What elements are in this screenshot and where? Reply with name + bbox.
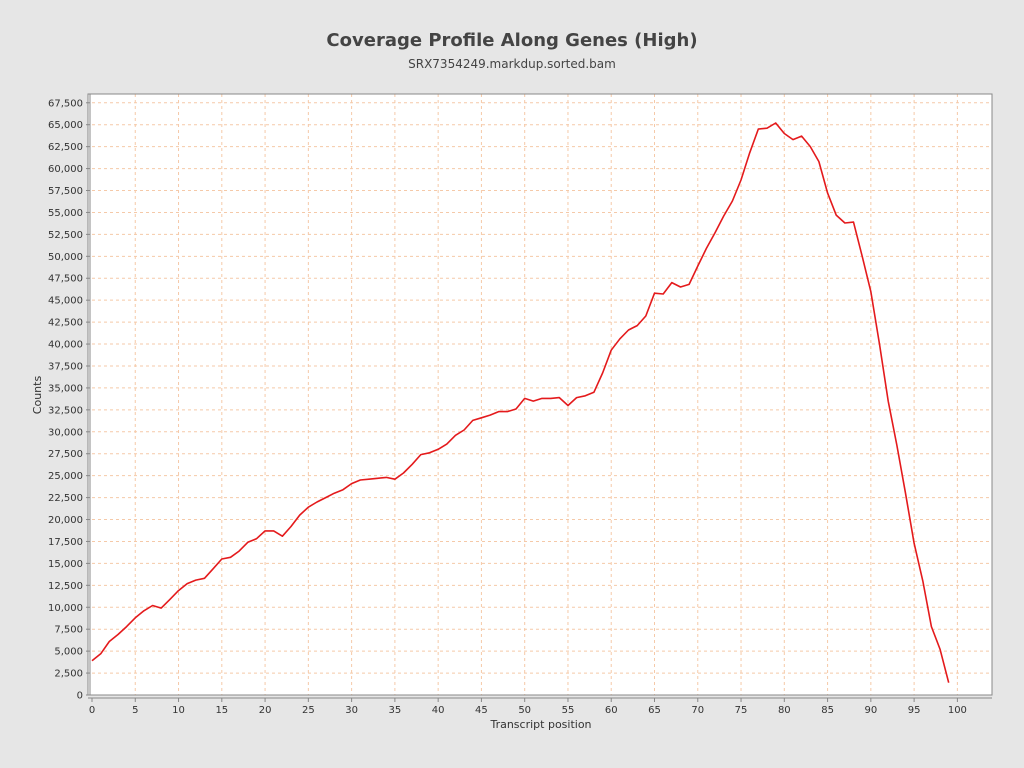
plot-background: [88, 94, 992, 695]
y-tick-label: 45,000: [48, 296, 83, 307]
y-tick-label: 62,500: [48, 142, 83, 153]
series-line: [91, 122, 950, 683]
plot-border: [87, 93, 993, 696]
series-layer: [91, 122, 950, 683]
x-tick-label: 50: [518, 705, 531, 716]
y-tick-label: 55,000: [48, 208, 83, 219]
x-tick-label: 75: [735, 705, 748, 716]
x-tick-label: 10: [172, 705, 185, 716]
x-tick-label: 55: [562, 705, 575, 716]
x-tick-label: 70: [691, 705, 704, 716]
x-tick-label: 35: [389, 705, 402, 716]
x-tick-label: 30: [345, 705, 358, 716]
y-tick-label: 5,000: [54, 647, 83, 658]
x-tick-label: 80: [778, 705, 791, 716]
y-tick-label: 2,500: [54, 669, 83, 680]
y-tick-label: 40,000: [48, 340, 83, 351]
y-tick-label: 7,500: [54, 625, 83, 636]
y-axis-ticks: 0 2,500 5,000 7,500 10,000 12,500 15,000 17,500…: [48, 98, 90, 702]
y-tick-label: 17,500: [48, 537, 83, 548]
x-tick-label: 20: [259, 705, 272, 716]
y-tick-label: 25,000: [48, 471, 83, 482]
x-axis-ticks: 0 5 10 15 20 25 30 35 40 45 50 55 60 65 70 75 80 85 90 95 10…: [89, 698, 967, 716]
y-tick-label: 47,500: [48, 274, 83, 285]
y-tick-label: 60,000: [48, 164, 83, 175]
y-tick-label: 32,500: [48, 405, 83, 416]
y-tick-label: 15,000: [48, 559, 83, 570]
chart-subtitle: SRX7354249.markdup.sorted.bam: [408, 57, 616, 71]
y-tick-label: 65,000: [48, 120, 83, 131]
y-tick-label: 35,000: [48, 383, 83, 394]
x-tick-label: 0: [89, 705, 95, 716]
x-tick-label: 95: [908, 705, 921, 716]
y-tick-label: 27,500: [48, 449, 83, 460]
y-tick-label: 10,000: [48, 603, 83, 614]
y-tick-label: 37,500: [48, 361, 83, 372]
y-tick-label: 12,500: [48, 581, 83, 592]
y-tick-label: 50,000: [48, 252, 83, 263]
x-tick-label: 100: [948, 705, 967, 716]
y-tick-label: 30,000: [48, 427, 83, 438]
y-axis-label: Counts: [31, 376, 44, 415]
y-tick-label: 0: [77, 691, 83, 702]
y-tick-label: 42,500: [48, 318, 83, 329]
x-tick-label: 65: [648, 705, 661, 716]
x-tick-label: 40: [432, 705, 445, 716]
y-tick-label: 52,500: [48, 230, 83, 241]
x-tick-label: 90: [864, 705, 877, 716]
y-tick-label: 57,500: [48, 186, 83, 197]
chart-title: Coverage Profile Along Genes (High): [326, 30, 698, 51]
x-tick-label: 5: [132, 705, 138, 716]
y-tick-label: 67,500: [48, 98, 83, 109]
x-tick-label: 45: [475, 705, 488, 716]
x-axis-label: Transcript position: [489, 718, 591, 731]
y-tick-label: 22,500: [48, 493, 83, 504]
x-tick-label: 60: [605, 705, 618, 716]
y-tick-label: 20,000: [48, 515, 83, 526]
x-tick-label: 85: [821, 705, 834, 716]
x-tick-label: 15: [215, 705, 228, 716]
x-tick-label: 25: [302, 705, 315, 716]
grid-lines: [92, 94, 992, 695]
